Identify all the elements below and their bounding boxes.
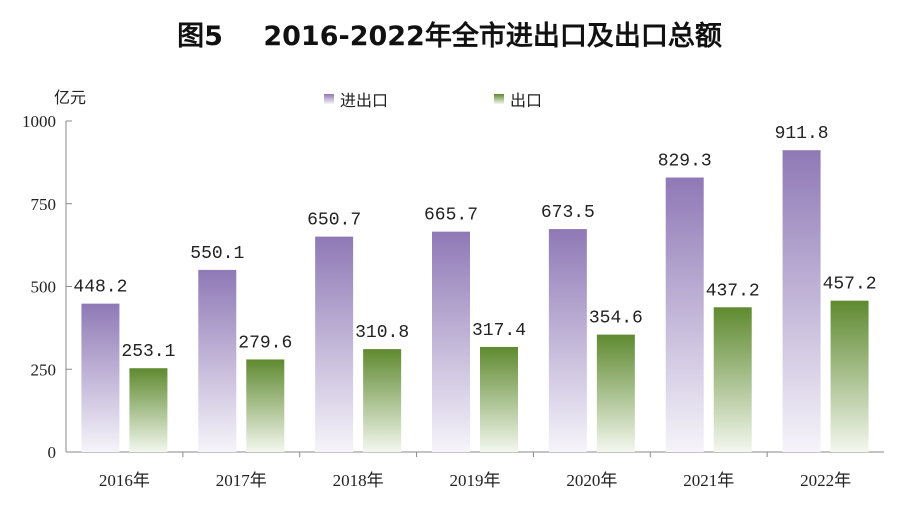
legend: 进出口 出口 [324, 91, 542, 110]
data-label-exports: 437.2 [706, 281, 760, 301]
data-label-total-trade: 911.8 [775, 124, 829, 144]
x-tick-label: 2017年 [216, 471, 267, 490]
x-tick-label: 2016年 [99, 471, 150, 490]
data-label-exports: 310.8 [355, 323, 409, 343]
y-axis-unit-label: 亿元 [54, 88, 86, 107]
y-tick-label: 1000 [22, 112, 56, 131]
bar-total-trade [315, 236, 354, 452]
bar-total-trade [665, 177, 704, 452]
bar-exports [830, 300, 869, 452]
y-tick-label: 0 [48, 443, 57, 462]
data-label-exports: 279.6 [238, 333, 292, 353]
bar-total-trade [81, 303, 120, 452]
bar-total-trade [432, 231, 470, 452]
bar-exports [129, 368, 168, 452]
chart-title: 图5 2016-2022年全市进出口及出口总额 [177, 21, 722, 52]
y-tick-label: 750 [31, 195, 57, 214]
data-label-total-trade: 550.1 [190, 244, 244, 264]
bar-exports [246, 359, 285, 452]
data-label-total-trade: 829.3 [658, 152, 712, 172]
data-label-exports: 317.4 [472, 321, 526, 341]
legend-swatch-total-trade [324, 94, 334, 104]
x-tick-label: 2021年 [683, 471, 734, 490]
data-label-total-trade: 665.7 [424, 206, 478, 226]
x-tick-label: 2018年 [333, 471, 384, 490]
bar-exports [713, 307, 752, 452]
data-label-exports: 354.6 [589, 309, 643, 329]
bar-total-trade [782, 150, 821, 452]
bar-total-trade [548, 229, 587, 452]
bar-exports [596, 334, 635, 452]
x-tick-label: 2022年 [800, 471, 851, 490]
data-label-exports: 253.1 [121, 342, 175, 362]
legend-label-exports: 出口 [510, 91, 542, 110]
data-label-total-trade: 448.2 [73, 278, 127, 298]
x-tick-label: 2020年 [566, 471, 617, 490]
x-tick-label: 2019年 [450, 471, 501, 490]
bar-exports [480, 346, 518, 452]
data-label-total-trade: 650.7 [307, 211, 361, 231]
data-label-exports: 457.2 [823, 275, 877, 295]
y-tick-label: 500 [31, 278, 57, 297]
data-label-total-trade: 673.5 [541, 203, 595, 223]
bar-exports [363, 349, 402, 452]
legend-swatch-exports [494, 94, 504, 104]
bar-total-trade [198, 269, 237, 452]
legend-label-total-trade: 进出口 [340, 91, 388, 110]
y-tick-label: 250 [31, 360, 57, 379]
